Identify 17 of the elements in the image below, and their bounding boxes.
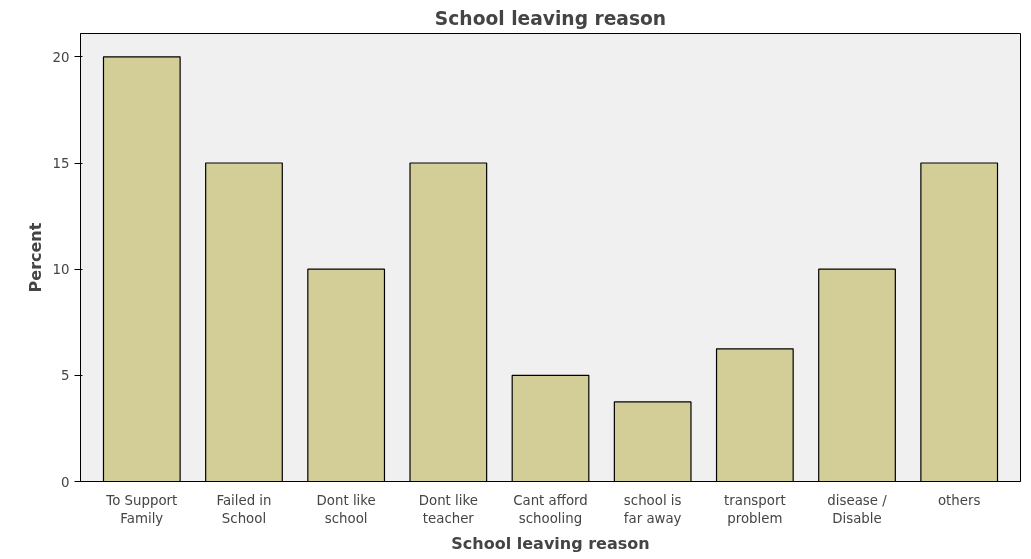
x-tick-label: Dont like school (316, 492, 376, 526)
y-tick-label: 10 (52, 262, 70, 278)
x-tick-label: school is far away (623, 492, 682, 526)
x-tick-label: transport problem (724, 492, 786, 526)
x-tick-label: Dont like teacher (418, 492, 478, 526)
y-tick-label: 0 (61, 474, 70, 490)
x-axis-title: School leaving reason (451, 533, 650, 553)
x-tick-label: Failed in School (216, 492, 272, 526)
x-tick-label: others (937, 492, 981, 508)
x-tick-label: disease / Disable (827, 492, 888, 526)
y-tick-label: 20 (52, 49, 70, 65)
chart-title: School leaving reason (434, 7, 667, 29)
y-tick-label: 15 (52, 156, 70, 172)
x-tick-label: Cant afford schooling (513, 492, 588, 526)
y-tick-label: 5 (61, 368, 70, 384)
x-tick-label: To Support Family (105, 492, 178, 526)
y-axis-title: Percent (25, 222, 45, 293)
